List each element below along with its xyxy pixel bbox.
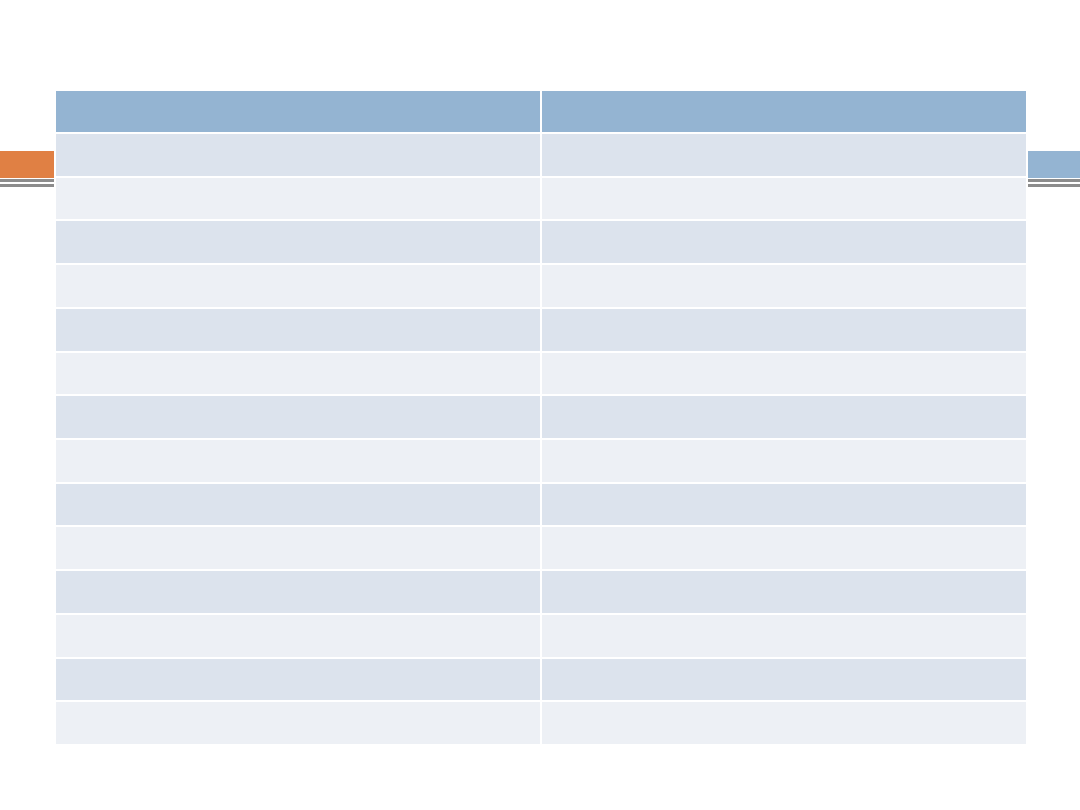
table <box>56 91 1026 746</box>
table-cell <box>542 702 1026 744</box>
rule-right <box>1028 184 1080 187</box>
table-cell <box>542 134 1026 176</box>
accent-bar-left <box>0 151 54 178</box>
table-cell <box>542 177 1026 220</box>
accent-bar-right <box>1028 151 1080 178</box>
table-cell <box>56 352 540 395</box>
table-cell <box>542 265 1026 307</box>
table-cell <box>56 571 540 613</box>
table-cell <box>56 134 540 176</box>
table-cell <box>542 352 1026 395</box>
rule-left <box>0 184 54 187</box>
table-cell <box>542 483 1026 526</box>
table-cell <box>56 527 540 570</box>
table-cell <box>56 265 540 307</box>
rule-right <box>1028 179 1080 182</box>
table-cell <box>56 439 540 482</box>
table-cell <box>56 658 540 701</box>
table-cell <box>542 439 1026 482</box>
rule-left <box>0 179 54 182</box>
table-cell <box>56 702 540 744</box>
table-cell <box>56 177 540 220</box>
table-cell <box>542 396 1026 438</box>
table-cell <box>542 308 1026 351</box>
table-cell <box>542 221 1026 264</box>
header-cell <box>56 91 540 132</box>
table-cell <box>542 614 1026 657</box>
table-cell <box>56 614 540 657</box>
table-cell <box>542 571 1026 613</box>
table-cell <box>542 527 1026 570</box>
table-cell <box>56 483 540 526</box>
table-cell <box>56 396 540 438</box>
header-cell <box>542 91 1026 132</box>
table-cell <box>56 221 540 264</box>
table-cell <box>542 658 1026 701</box>
table-cell <box>56 308 540 351</box>
